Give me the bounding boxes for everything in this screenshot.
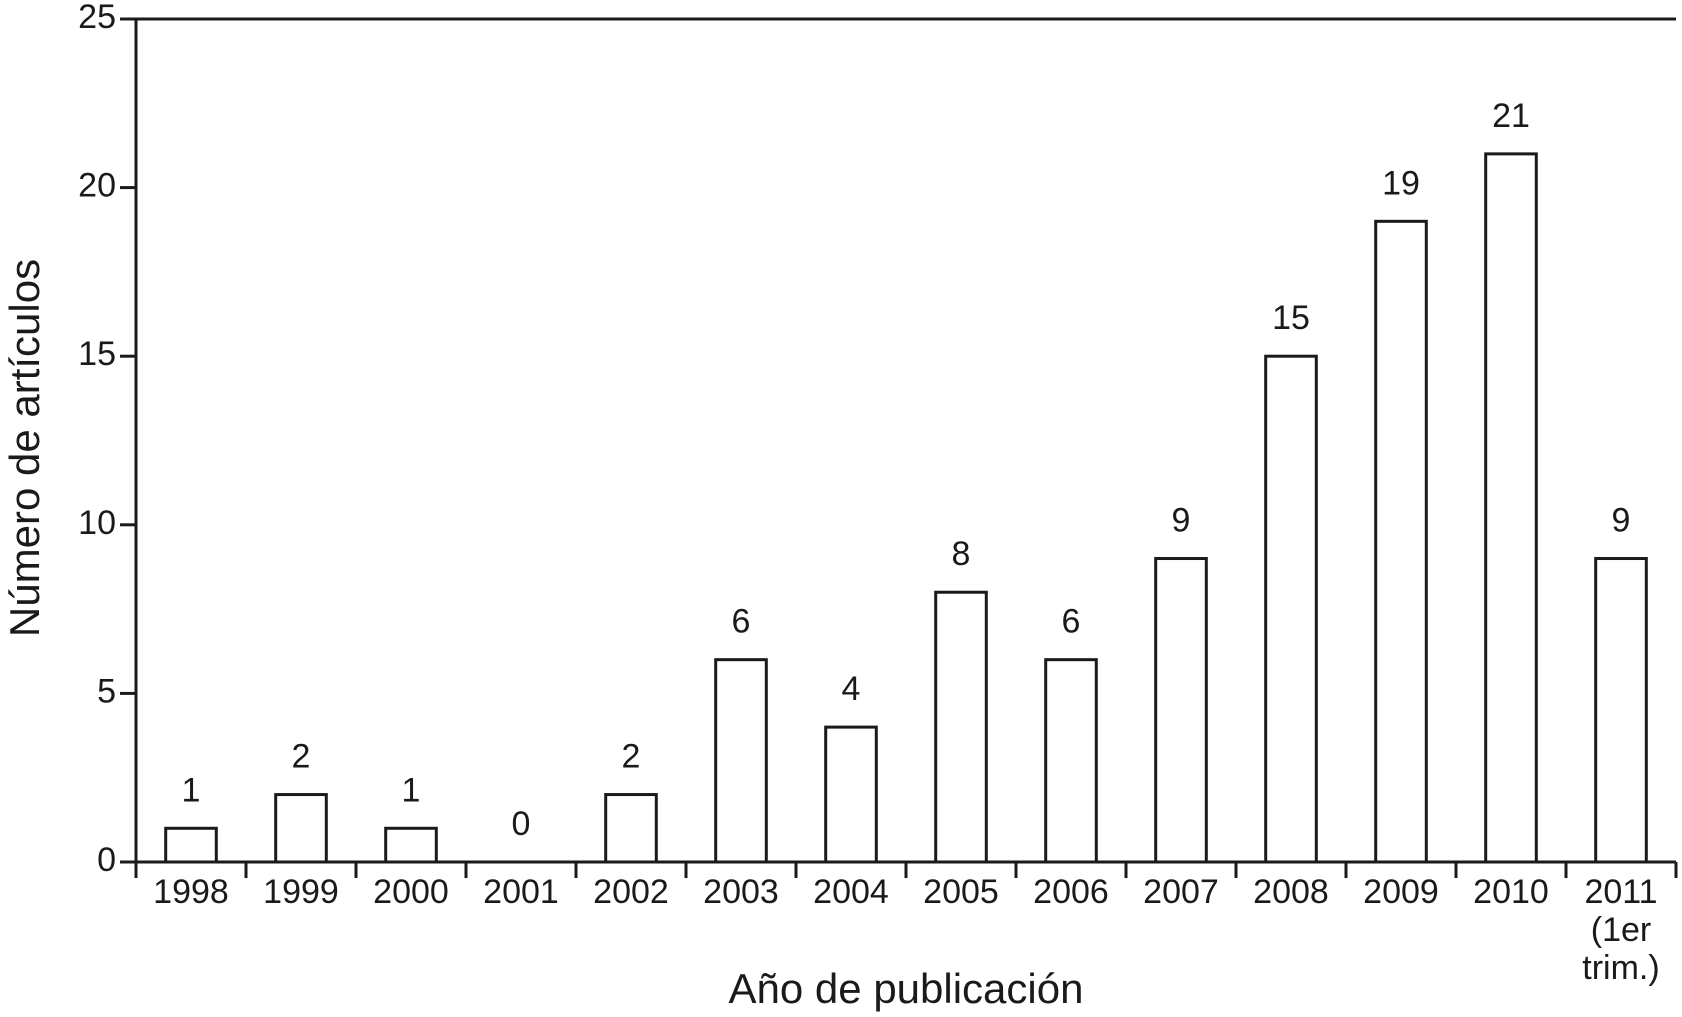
x-tick-label: 1998 bbox=[153, 873, 229, 911]
bar bbox=[1374, 219, 1428, 864]
x-tick-label: 2000 bbox=[373, 873, 449, 911]
value-label: 2 bbox=[622, 738, 641, 776]
y-tick-label: 20 bbox=[78, 167, 116, 205]
y-tick-label: 0 bbox=[97, 841, 116, 879]
value-label: 2 bbox=[292, 738, 311, 776]
value-label: 8 bbox=[952, 535, 971, 573]
x-tick-label: 2007 bbox=[1143, 873, 1219, 911]
bar bbox=[604, 793, 658, 864]
x-tick-label: 2001 bbox=[483, 873, 559, 911]
y-tick-label: 25 bbox=[78, 0, 116, 36]
value-label: 6 bbox=[1062, 603, 1081, 641]
bar bbox=[714, 658, 768, 864]
x-tick-label: 2003 bbox=[703, 873, 779, 911]
bar bbox=[1594, 557, 1648, 864]
value-label: 0 bbox=[512, 805, 531, 843]
value-label: 6 bbox=[732, 603, 751, 641]
x-tick-label: 2008 bbox=[1253, 873, 1329, 911]
value-label: 1 bbox=[402, 771, 421, 809]
x-tick-label: 1999 bbox=[263, 873, 339, 911]
value-label: 21 bbox=[1492, 97, 1530, 135]
value-label: 9 bbox=[1172, 502, 1191, 540]
x-axis-title: Año de publicación bbox=[729, 965, 1084, 1012]
bar bbox=[824, 725, 878, 864]
bar bbox=[1264, 354, 1318, 864]
bar bbox=[1044, 658, 1098, 864]
x-tick-label: 2011 (1er trim.) bbox=[1582, 873, 1659, 987]
y-tick-label: 5 bbox=[97, 672, 116, 710]
x-tick-label: 2002 bbox=[593, 873, 669, 911]
bar bbox=[1484, 152, 1538, 864]
value-label: 19 bbox=[1382, 164, 1420, 202]
x-tick-label: 2010 bbox=[1473, 873, 1549, 911]
value-label: 4 bbox=[842, 670, 861, 708]
bar bbox=[274, 793, 328, 864]
x-tick-label: 2005 bbox=[923, 873, 999, 911]
x-tick-label: 2006 bbox=[1033, 873, 1109, 911]
x-tick-label: 2009 bbox=[1363, 873, 1439, 911]
y-tick-label: 10 bbox=[78, 504, 116, 542]
value-label: 9 bbox=[1612, 502, 1631, 540]
y-tick-label: 15 bbox=[78, 335, 116, 373]
bar bbox=[934, 590, 988, 864]
value-label: 15 bbox=[1272, 299, 1310, 337]
value-label: 1 bbox=[182, 771, 201, 809]
y-axis-title: Número de artículos bbox=[1, 259, 48, 637]
bar bbox=[164, 826, 218, 864]
bar bbox=[1154, 557, 1208, 864]
x-tick-label: 2004 bbox=[813, 873, 889, 911]
bar bbox=[384, 826, 438, 864]
